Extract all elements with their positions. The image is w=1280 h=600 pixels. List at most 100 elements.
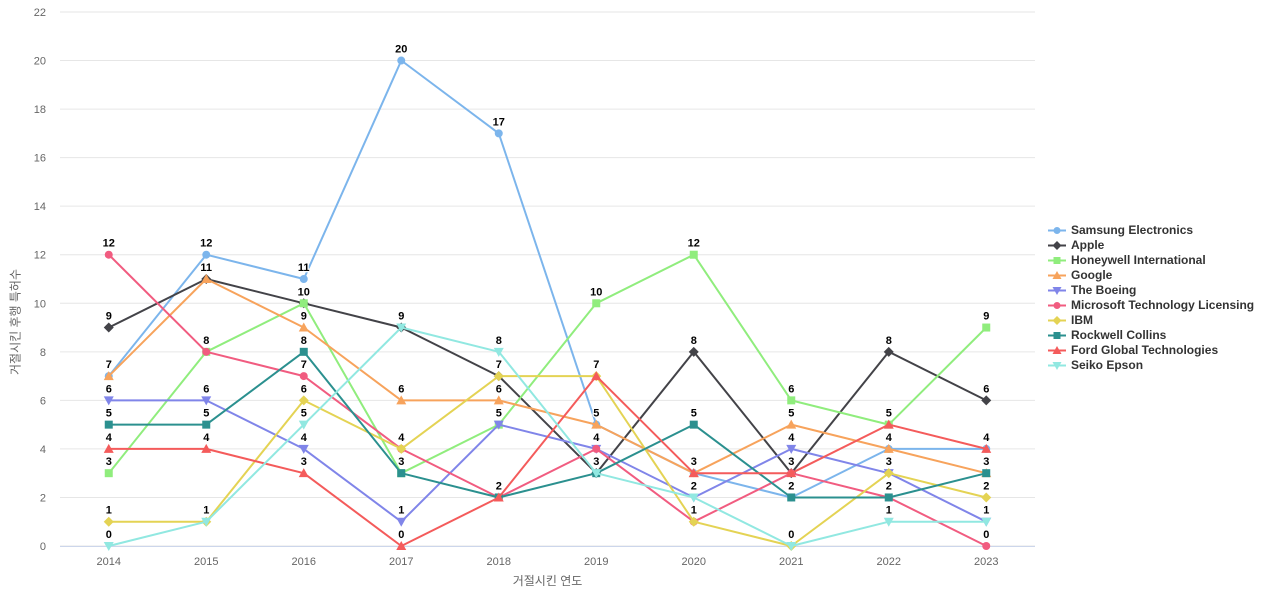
data-point-marker[interactable] [299, 275, 308, 283]
data-point-marker[interactable] [883, 419, 894, 429]
data-point-marker[interactable] [981, 517, 992, 527]
data-point-marker[interactable] [592, 444, 601, 453]
data-point-marker[interactable] [103, 396, 114, 406]
data-point-marker[interactable] [103, 322, 114, 333]
data-point-marker[interactable] [591, 371, 602, 381]
data-label: 6 [983, 383, 989, 395]
data-label: 4 [593, 432, 600, 444]
series-line [107, 375, 988, 547]
data-point-marker[interactable] [786, 444, 797, 454]
data-point-marker[interactable] [104, 469, 113, 478]
y-tick-label: 12 [34, 250, 46, 262]
data-point-marker[interactable] [103, 542, 114, 551]
legend-item-samsung-electronics[interactable]: Samsung Electronics [1048, 223, 1254, 238]
legend-item-honeywell-international[interactable]: Honeywell International [1048, 253, 1254, 268]
data-point-marker[interactable] [592, 299, 601, 308]
data-point-marker[interactable] [298, 444, 309, 454]
data-point-marker[interactable] [688, 468, 699, 478]
legend-item-seiko-epson[interactable]: Seiko Epson [1048, 358, 1254, 373]
data-point-marker[interactable] [982, 469, 991, 478]
data-point-marker[interactable] [396, 395, 407, 405]
legend-item-ibm[interactable]: IBM [1048, 313, 1254, 328]
data-label: 4 [983, 432, 990, 444]
data-point-marker[interactable] [883, 443, 894, 453]
data-point-marker[interactable] [298, 420, 309, 430]
data-point-marker[interactable] [201, 274, 212, 283]
data-point-marker[interactable] [103, 516, 114, 527]
data-point-marker[interactable] [786, 542, 797, 551]
data-point-marker[interactable] [787, 493, 796, 502]
data-point-marker[interactable] [201, 396, 212, 406]
data-point-marker[interactable] [202, 347, 211, 356]
data-point-marker[interactable] [103, 443, 114, 453]
data-point-marker[interactable] [298, 468, 309, 478]
data-point-marker[interactable] [591, 419, 602, 429]
data-label: 6 [301, 383, 307, 395]
x-tick-label: 2015 [194, 556, 218, 568]
legend-item-google[interactable]: Google [1048, 268, 1254, 283]
data-point-marker[interactable] [103, 371, 114, 381]
data-point-marker[interactable] [201, 517, 212, 527]
data-point-marker[interactable] [299, 372, 308, 381]
data-point-marker[interactable] [982, 542, 991, 550]
data-point-marker[interactable] [397, 469, 406, 478]
data-point-marker[interactable] [396, 443, 407, 454]
data-point-marker[interactable] [299, 299, 308, 308]
data-point-marker[interactable] [298, 395, 309, 406]
data-point-marker[interactable] [786, 468, 797, 478]
data-point-marker[interactable] [298, 322, 309, 332]
y-tick-label: 4 [40, 444, 46, 456]
data-label: 9 [983, 311, 989, 323]
data-point-marker[interactable] [981, 492, 992, 503]
data-point-marker[interactable] [688, 346, 699, 357]
data-point-marker[interactable] [396, 517, 407, 527]
data-point-marker[interactable] [883, 517, 894, 527]
data-point-marker[interactable] [883, 468, 894, 479]
legend-item-the-boeing[interactable]: The Boeing [1048, 283, 1254, 298]
data-label: 8 [203, 335, 209, 347]
data-point-marker[interactable] [883, 346, 894, 357]
data-point-marker[interactable] [202, 420, 211, 429]
data-label: 4 [788, 432, 795, 444]
data-point-marker[interactable] [689, 420, 698, 429]
data-label: 0 [788, 529, 794, 541]
data-point-marker[interactable] [299, 347, 308, 356]
legend-item-microsoft-technology-licensing[interactable]: Microsoft Technology Licensing [1048, 298, 1254, 313]
data-point-marker[interactable] [493, 371, 504, 382]
data-point-marker[interactable] [688, 516, 699, 527]
legend-item-apple[interactable]: Apple [1048, 238, 1254, 253]
data-point-marker[interactable] [494, 129, 503, 138]
data-label: 11 [298, 262, 310, 274]
data-label: 4 [886, 432, 893, 444]
data-point-marker[interactable] [493, 492, 504, 502]
legend-label: Honeywell International [1071, 253, 1206, 267]
data-point-marker[interactable] [201, 443, 212, 453]
data-point-marker[interactable] [493, 420, 504, 430]
x-tick-label: 2020 [682, 556, 706, 568]
data-label: 10 [590, 286, 602, 298]
data-point-marker[interactable] [397, 56, 406, 65]
triangle-legend-marker-icon [1048, 346, 1066, 354]
data-point-marker[interactable] [981, 395, 992, 406]
data-label: 5 [203, 408, 209, 420]
data-point-marker[interactable] [396, 541, 407, 550]
legend-item-rockwell-collins[interactable]: Rockwell Collins [1048, 328, 1254, 343]
data-point-marker[interactable] [786, 419, 797, 429]
data-label: 9 [398, 311, 404, 323]
data-point-marker[interactable] [104, 420, 113, 429]
data-point-marker[interactable] [981, 443, 992, 453]
data-point-marker[interactable] [591, 469, 602, 479]
data-label: 3 [106, 456, 112, 468]
data-point-marker[interactable] [493, 347, 504, 357]
data-point-marker[interactable] [396, 323, 407, 333]
data-point-marker[interactable] [104, 250, 113, 259]
data-point-marker[interactable] [884, 493, 893, 502]
data-point-marker[interactable] [493, 395, 504, 405]
data-point-marker[interactable] [787, 396, 796, 405]
legend-item-ford-global-technologies[interactable]: Ford Global Technologies [1048, 343, 1254, 358]
data-point-marker[interactable] [688, 493, 699, 503]
data-point-marker[interactable] [202, 250, 211, 259]
data-point-marker[interactable] [982, 323, 991, 332]
data-point-marker[interactable] [689, 250, 698, 259]
